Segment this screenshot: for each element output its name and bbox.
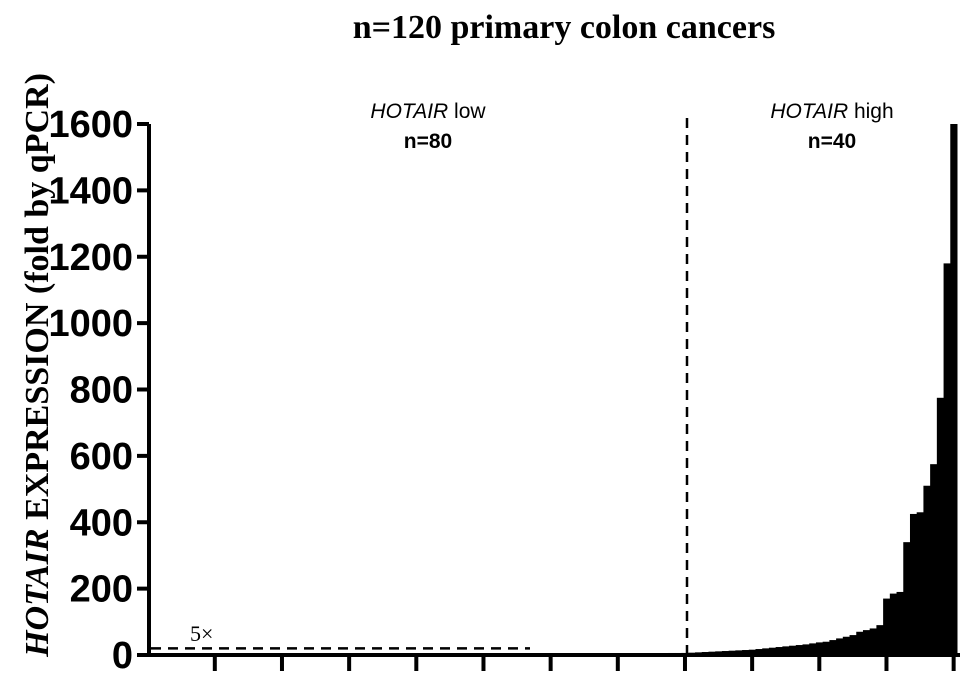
bar [789, 645, 797, 655]
bar [802, 644, 810, 655]
bar [782, 646, 790, 655]
bar [862, 630, 871, 655]
y-tick-label: 1600 [48, 104, 133, 146]
y-tick-label: 0 [112, 635, 133, 677]
y-tick-label: 200 [70, 569, 133, 611]
x-axis-ticks [212, 655, 956, 671]
threshold-label: 5× [190, 621, 213, 646]
bar [815, 642, 824, 655]
bar [748, 649, 756, 655]
bar [950, 124, 958, 655]
bar [930, 464, 938, 655]
group-low-rest: low [448, 100, 486, 123]
bar [943, 263, 951, 655]
bar [876, 625, 884, 655]
bar [903, 542, 911, 655]
bar [728, 650, 736, 655]
bar [768, 647, 777, 655]
bar [856, 631, 864, 655]
bar [829, 640, 837, 655]
bar [842, 636, 851, 655]
y-axis-ticks: 0 200 400 600 800 1000 1200 1400 1600 [48, 104, 149, 677]
y-tick-label: 1200 [48, 237, 133, 279]
bar [836, 638, 844, 655]
bar [883, 598, 891, 655]
bar [923, 485, 931, 655]
bar [896, 591, 904, 655]
group-high-rest: high [848, 100, 894, 123]
y-tick-label: 1000 [48, 303, 133, 345]
y-tick-label: 400 [70, 502, 133, 544]
chart-title: n=120 primary colon cancers [353, 9, 776, 46]
bar [889, 593, 898, 655]
bar [849, 635, 857, 655]
y-tick-label: 800 [70, 370, 133, 412]
y-tick-label: 600 [70, 436, 133, 478]
group-low-italic: HOTAIR [370, 100, 448, 123]
bar [742, 650, 750, 655]
bar [909, 513, 918, 655]
bar [762, 648, 770, 655]
bar-series [151, 124, 958, 655]
group-high-n: n=40 [808, 130, 856, 153]
group-low-n: n=80 [404, 130, 452, 153]
group-low-label: HOTAIR low [370, 100, 486, 123]
y-axis-label-italic: HOTAIR [19, 528, 56, 657]
bar [936, 397, 945, 655]
y-tick-label: 1400 [48, 170, 133, 212]
bar [809, 643, 817, 655]
y-axis-label: HOTAIR EXPRESSION (fold by qPCR) [19, 73, 56, 658]
group-high-italic: HOTAIR [770, 100, 848, 123]
group-high-label: HOTAIR high [770, 100, 893, 123]
bar [822, 641, 830, 655]
bar [735, 650, 743, 655]
bar [775, 647, 783, 655]
bar [916, 512, 924, 655]
bar [755, 649, 763, 655]
bar [795, 645, 804, 655]
bar [869, 628, 877, 655]
y-axis-label-rest: EXPRESSION (fold by qPCR) [19, 73, 56, 528]
